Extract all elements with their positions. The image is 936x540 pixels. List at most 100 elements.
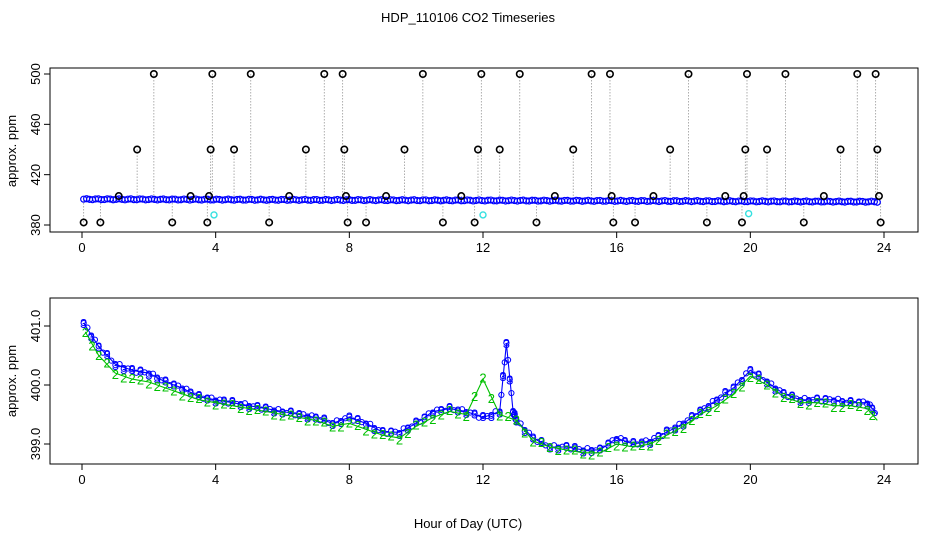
spike-point (208, 70, 217, 79)
series-2-marker: 2 (763, 378, 770, 393)
series-3-point (755, 371, 762, 378)
series-2-marker: 2 (371, 426, 378, 441)
series-3-point (814, 395, 821, 402)
series-3-marker: 3 (112, 358, 119, 373)
series-2-marker: 2 (571, 443, 578, 458)
series-3-point (84, 324, 91, 331)
series-3-point (655, 432, 662, 440)
series-2-marker: 2 (705, 404, 712, 419)
spike-point (742, 70, 751, 79)
series-3-point (321, 415, 328, 422)
series-3-marker: 3 (80, 316, 87, 331)
series-3-marker: 3 (672, 422, 679, 437)
series-2-marker: 2 (396, 433, 403, 448)
series-3-point (717, 394, 725, 401)
series-3-point (383, 430, 391, 438)
top-x-tick-label: 20 (743, 240, 757, 255)
series-3-marker: 3 (805, 394, 812, 409)
series-3-point (498, 391, 505, 399)
series-3-marker: 3 (154, 372, 161, 387)
series-2-marker: 2 (162, 379, 169, 394)
top-x-tick-label: 4 (212, 240, 219, 255)
series-2-marker: 2 (103, 356, 110, 371)
series-3-marker: 3 (596, 441, 603, 456)
spike-point (79, 218, 88, 227)
series-3-marker: 3 (511, 407, 518, 422)
series-3-marker: 3 (869, 401, 876, 416)
series-2-marker: 2 (262, 403, 269, 418)
series-2-marker: 2 (287, 407, 294, 422)
bottom-x-tick-label: 24 (877, 472, 891, 487)
spike-point (382, 192, 391, 201)
series-3-point (751, 371, 758, 378)
series-3-marker: 3 (279, 405, 286, 420)
series-3-marker: 3 (454, 404, 461, 419)
series-2-marker: 2 (814, 395, 821, 410)
top-y-tick-label: 420 (28, 164, 43, 186)
series-2-marker: 2 (521, 425, 528, 440)
series-3-point (709, 397, 716, 405)
series-3-point (195, 391, 203, 399)
series-3-marker: 3 (839, 395, 846, 410)
series-2-marker: 2 (329, 420, 336, 435)
series-3-point (726, 389, 733, 396)
series-3-marker: 3 (129, 362, 136, 377)
spike-point (96, 218, 105, 227)
series-2-marker: 2 (747, 370, 754, 385)
spike-point (587, 70, 596, 79)
spike-point (666, 145, 675, 154)
series-3-marker: 3 (479, 409, 486, 424)
series-3-marker: 3 (563, 439, 570, 454)
series-3-point (275, 406, 282, 413)
series-3-marker: 3 (763, 375, 770, 390)
series-3-marker: 3 (220, 394, 227, 409)
series-3-point (179, 386, 186, 393)
bottom-x-tick-label: 4 (212, 472, 219, 487)
series-3-marker: 3 (546, 441, 553, 456)
series-3-marker: 3 (354, 412, 361, 427)
series-3-point (99, 349, 106, 356)
series-2-marker: 2 (504, 409, 511, 424)
spike-point (781, 70, 790, 79)
series-2-marker: 2 (538, 435, 545, 450)
series-2-marker: 2 (722, 391, 729, 406)
series-3-marker: 3 (446, 400, 453, 415)
spike-point (721, 192, 730, 201)
bottom-x-tick-label: 16 (609, 472, 623, 487)
series-3-point (789, 392, 796, 399)
series-3-point (216, 396, 223, 403)
series-3-point (839, 398, 846, 405)
spike-point (495, 145, 504, 154)
spike-point (301, 145, 310, 154)
spike-point (607, 192, 616, 201)
series-3-point (609, 437, 616, 444)
series-3-marker: 3 (421, 410, 428, 425)
series-3-marker: 3 (371, 422, 378, 437)
series-3-marker: 3 (170, 377, 177, 392)
series-2-marker: 2 (454, 407, 461, 422)
spike-point (203, 218, 212, 227)
series-3-point (776, 387, 783, 394)
spike-point (819, 192, 828, 201)
series-2-marker: 2 (220, 397, 227, 412)
series-3-marker: 3 (855, 396, 862, 411)
series-2-marker: 2 (655, 433, 662, 448)
series-2-marker: 2 (580, 447, 587, 462)
series-3-marker: 3 (212, 394, 219, 409)
series-2-marker: 2 (354, 418, 361, 433)
spike-point (149, 70, 158, 79)
series-3-point (425, 410, 432, 417)
series-2-marker: 2 (688, 413, 695, 428)
series-3-point (254, 402, 261, 409)
series-3-point (367, 420, 374, 427)
spike-point (874, 192, 883, 201)
series-3-marker: 3 (847, 394, 854, 409)
series-3-marker: 3 (580, 444, 587, 459)
series-2-marker: 2 (780, 390, 787, 405)
spike-point (470, 218, 479, 227)
series-3-point (463, 410, 470, 417)
series-3-point (855, 399, 863, 406)
series-3-point (580, 448, 587, 455)
series-2-marker: 2 (271, 408, 278, 423)
series-3-marker: 3 (254, 399, 261, 414)
